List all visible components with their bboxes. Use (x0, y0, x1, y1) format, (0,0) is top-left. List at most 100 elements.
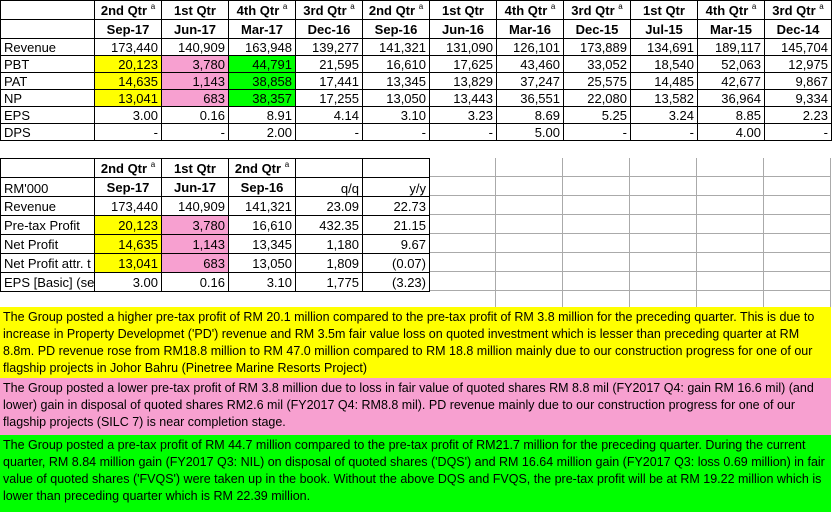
value-cell: (3.23) (362, 272, 430, 292)
quarter-label: 2nd Qtr (100, 3, 148, 18)
value-cell: - (161, 123, 229, 141)
row-label: Net Profit (0, 234, 95, 254)
value-cell: 43,460 (496, 55, 564, 73)
value-cell: - (630, 123, 698, 141)
value-cell: 163,948 (228, 38, 296, 56)
quarter-header: 1st Qtr (161, 158, 229, 178)
value-cell: 4.00 (697, 123, 765, 141)
value-cell: 8.69 (496, 106, 564, 124)
period-header: Mar-16 (496, 19, 564, 39)
period-header: Dec-14 (764, 19, 832, 39)
value-cell: 12,975 (764, 55, 832, 73)
value-cell: 38,357 (228, 89, 296, 107)
value-cell: 131,090 (429, 38, 497, 56)
table-row: DPS - -2.00- - -5.00- -4.00- (0, 123, 832, 141)
value-cell: 9,867 (764, 72, 832, 90)
quarter-header: 4th Qtr a (228, 0, 296, 20)
value-cell: 14,485 (630, 72, 698, 90)
audit-note-marker: a (350, 2, 355, 11)
quarter-label: 3rd Qtr (772, 3, 816, 18)
value-cell: 21.15 (362, 215, 430, 235)
value-cell: 16,610 (228, 215, 296, 235)
value-cell: 13,345 (228, 234, 296, 254)
value-cell: - (764, 123, 832, 141)
audit-note-marker: a (550, 2, 556, 11)
value-cell: 189,117 (697, 38, 765, 56)
value-cell: 22.73 (362, 196, 430, 216)
comparison-table: 2nd Qtr a 1st Qtr 2nd Qtr a RM'000 Sep-17 Jun… (0, 158, 430, 292)
period-header: Mar-15 (697, 19, 765, 39)
audit-note-marker: a (150, 2, 156, 11)
value-cell: 38,858 (228, 72, 296, 90)
value-cell: 52,063 (697, 55, 765, 73)
period-header: Sep-17 (94, 177, 162, 197)
value-cell: 1,809 (295, 253, 363, 273)
period-header: Sep-16 (228, 177, 296, 197)
audit-note-marker: a (618, 2, 623, 11)
note-q2-fy2018: The Group posted a higher pre-tax profit… (0, 307, 831, 378)
audit-note-marker: a (751, 2, 757, 11)
value-cell: 13,582 (630, 89, 698, 107)
value-cell: - (94, 123, 162, 141)
quarter-label: 3rd Qtr (303, 3, 347, 18)
value-cell: 3.23 (429, 106, 497, 124)
quarter-header: 2nd Qtr a (94, 0, 162, 20)
unit-label: RM'000 (0, 177, 95, 197)
row-label: Revenue (0, 38, 95, 56)
value-cell: 3.10 (362, 106, 430, 124)
row-label: Pre-tax Profit (0, 215, 95, 235)
value-cell: 3.10 (228, 272, 296, 292)
header-row-period: RM'000 Sep-17 Jun-17 Sep-16 q/q y/y (0, 177, 430, 197)
value-cell: 18,540 (630, 55, 698, 73)
table-row: EPS [Basic] (se 3.00 0.16 3.10 1,775 (3.23) (0, 272, 430, 292)
header-blank-cell (0, 158, 95, 178)
value-cell: 8.91 (228, 106, 296, 124)
quarter-header: 2nd Qtr a (362, 0, 430, 20)
value-cell: 14,635 (94, 234, 162, 254)
empty-spreadsheet-cells (429, 158, 831, 307)
quarter-label: 1st Qtr (442, 2, 484, 18)
value-cell: 1,143 (161, 234, 229, 254)
value-cell: 13,829 (429, 72, 497, 90)
row-label: Net Profit attr. t (0, 253, 95, 273)
value-cell: 140,909 (161, 38, 229, 56)
quarter-header (295, 158, 363, 178)
value-cell: 2.00 (228, 123, 296, 141)
quarter-header: 3rd Qtr a (295, 0, 363, 20)
period-header: Dec-15 (563, 19, 631, 39)
quarter-header: 3rd Qtr a (563, 0, 631, 20)
value-cell: 0.16 (161, 272, 229, 292)
audit-note-marker: a (150, 160, 156, 169)
quarter-header (362, 158, 430, 178)
quarter-label: 2nd Qtr (368, 3, 416, 18)
quarter-label: 4th Qtr (705, 3, 749, 18)
quarter-label: 2nd Qtr (100, 161, 148, 176)
audit-note-marker: a (819, 2, 824, 11)
table-row: Revenue 173,440 140,909 141,321 23.09 22.73 (0, 196, 430, 216)
row-label: PAT (0, 72, 95, 90)
value-cell: 20,123 (94, 215, 162, 235)
value-cell: - (362, 123, 430, 141)
value-cell: 683 (161, 253, 229, 273)
value-cell: 13,041 (94, 89, 162, 107)
value-cell: 8.85 (697, 106, 765, 124)
quarter-header: 3rd Qtr a (764, 0, 832, 20)
value-cell: - (429, 123, 497, 141)
period-header: Sep-17 (94, 19, 162, 39)
period-header: Jun-16 (429, 19, 497, 39)
value-cell: - (295, 123, 363, 141)
value-cell: 1,180 (295, 234, 363, 254)
value-cell: 9.67 (362, 234, 430, 254)
period-header: Sep-16 (362, 19, 430, 39)
value-cell: 3,780 (161, 55, 229, 73)
table-row: PAT 14,635 1,143 38,858 17,441 13,345 13,829 37… (0, 72, 832, 90)
quarter-label: 2nd Qtr (234, 161, 282, 176)
value-cell: 20,123 (94, 55, 162, 73)
note-q4-fy2017: The Group posted a pre-tax profit of RM … (0, 435, 831, 512)
table-row: EPS 3.00 0.16 8.91 4.14 3.10 3.23 8.69 5.25 3.24 8… (0, 106, 832, 124)
value-cell: 36,551 (496, 89, 564, 107)
table-row: NP 13,041 683 38,357 17,255 13,050 13,443 36,55… (0, 89, 832, 107)
value-cell: 3.00 (94, 272, 162, 292)
value-cell: 33,052 (563, 55, 631, 73)
value-cell: 173,440 (94, 38, 162, 56)
